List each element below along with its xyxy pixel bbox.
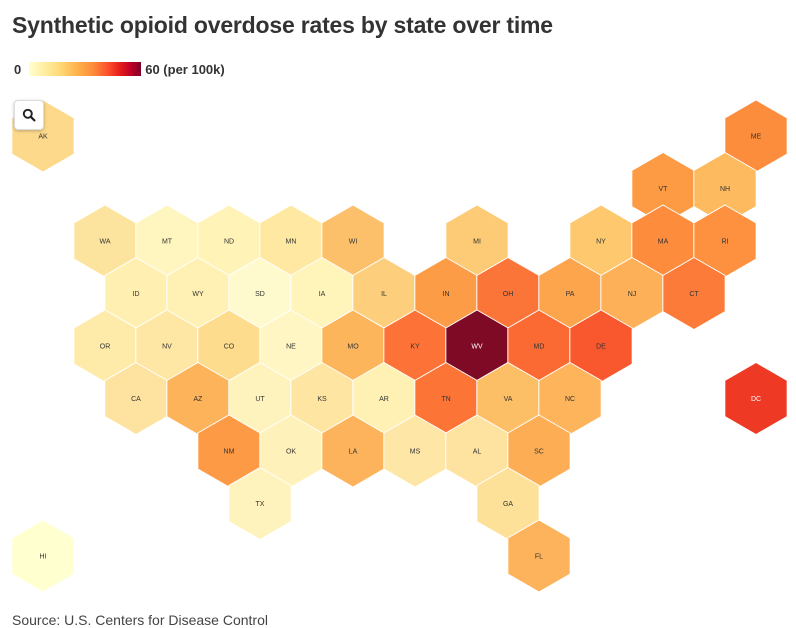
legend-max-label: 60 (per 100k) xyxy=(145,61,225,77)
legend-min-label: 0 xyxy=(14,61,22,77)
search-icon xyxy=(22,108,36,122)
chart-title: Synthetic opioid overdose rates by state… xyxy=(12,12,553,38)
legend-color-scale xyxy=(29,62,142,76)
zoom-search-button[interactable] xyxy=(14,100,44,130)
color-legend: 0 60 (per 100k) xyxy=(14,60,225,78)
state-tile-dc[interactable] xyxy=(724,361,788,436)
state-hex-dc[interactable]: DC xyxy=(724,361,788,436)
state-tile-hi[interactable] xyxy=(11,519,75,593)
state-tile-fl[interactable] xyxy=(507,519,571,593)
state-hex-hi[interactable]: HI xyxy=(11,519,75,593)
state-tile-ct[interactable] xyxy=(662,256,726,331)
state-tile-tx[interactable] xyxy=(228,466,292,541)
source-note: Source: U.S. Centers for Disease Control xyxy=(12,612,268,628)
